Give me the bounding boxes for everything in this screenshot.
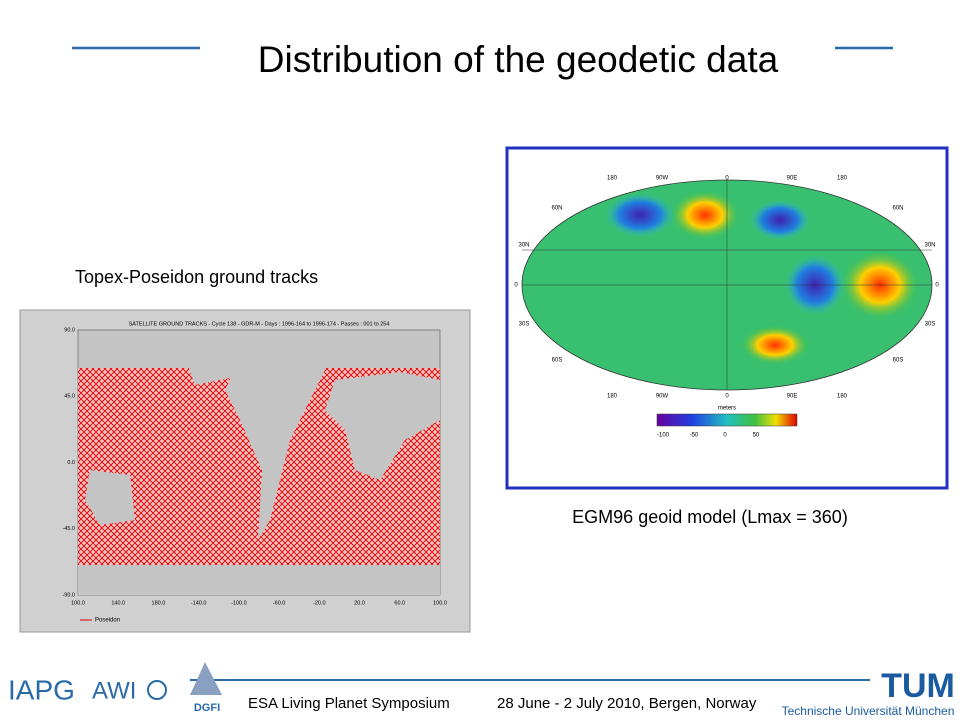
axis-label: 100.0 xyxy=(433,600,447,606)
axis-label: -60.0 xyxy=(273,600,286,606)
colorbar-label: 0 xyxy=(723,433,727,439)
caption: Topex-Poseidon ground tracks xyxy=(75,267,318,287)
logo: IAPG xyxy=(8,674,75,705)
footer-event: ESA Living Planet Symposium xyxy=(248,695,450,712)
colorbar-label: -50 xyxy=(690,433,699,439)
map-label: 60N xyxy=(892,206,903,212)
map-label: 90E xyxy=(787,394,798,400)
map-label: 30S xyxy=(519,322,530,328)
map-label: 0 xyxy=(514,283,518,289)
axis-label: 45.0 xyxy=(64,394,75,400)
axis-label: -90.0 xyxy=(62,592,75,598)
colorbar-title: meters xyxy=(718,406,736,412)
map-label: 0 xyxy=(935,283,939,289)
logo: AWI xyxy=(92,677,136,704)
axis-label: 60.0 xyxy=(394,600,405,606)
axis-label: 20.0 xyxy=(354,600,365,606)
map-label: 0 xyxy=(725,394,729,400)
university-name: Technische Universität München xyxy=(782,704,955,718)
geoid-low xyxy=(750,200,810,240)
map-label: 0 xyxy=(725,176,729,182)
continent xyxy=(180,345,245,385)
map-label: 30N xyxy=(924,243,935,249)
continent xyxy=(325,372,440,480)
continent xyxy=(85,470,135,525)
legend-label: Poseidon xyxy=(95,618,120,624)
logo: TUM xyxy=(881,667,955,705)
logo-mark xyxy=(147,680,167,700)
geoid-high xyxy=(670,190,740,240)
map-label: 30N xyxy=(518,243,529,249)
map-label: 180 xyxy=(837,394,848,400)
map-label: 180 xyxy=(607,394,618,400)
map-label: 180 xyxy=(607,176,618,182)
map-label: 60N xyxy=(551,206,562,212)
colorbar-label: -100 xyxy=(657,433,670,439)
map-label: 180 xyxy=(837,176,848,182)
tracks-figure xyxy=(19,309,471,633)
geoid-low xyxy=(605,193,675,237)
map-label: 90E xyxy=(787,176,798,182)
map-label: 30S xyxy=(925,322,936,328)
axis-label: -100.0 xyxy=(231,600,247,606)
map-label: 90W xyxy=(656,394,669,400)
axis-label: -45.0 xyxy=(62,526,75,532)
colorbar-label: 50 xyxy=(753,433,760,439)
axis-label: 140.0 xyxy=(111,600,125,606)
map-label: 60S xyxy=(893,358,904,364)
axis-label: 180.0 xyxy=(152,600,166,606)
caption: EGM96 geoid model (Lmax = 360) xyxy=(572,507,848,527)
geoid-figure: meters xyxy=(505,146,949,490)
map-label: 90W xyxy=(656,176,669,182)
axis-label: 100.0 xyxy=(71,600,85,606)
antarctica xyxy=(78,565,440,595)
geoid-high xyxy=(740,325,810,365)
logo-mark xyxy=(190,662,222,695)
figure-title: SATELLITE GROUND TRACKS - Cycle 138 - GD… xyxy=(129,321,390,327)
footer-dates: 28 June - 2 July 2010, Bergen, Norway xyxy=(497,695,757,712)
logo: DGFI xyxy=(194,702,220,714)
colorbar xyxy=(656,413,798,427)
continent xyxy=(225,340,330,540)
axis-label: -140.0 xyxy=(191,600,207,606)
axis-label: -20.0 xyxy=(313,600,326,606)
map-label: 60S xyxy=(552,358,563,364)
axis-label: 0.0 xyxy=(67,460,75,466)
slide-title: Distribution of the geodetic data xyxy=(258,39,779,80)
axis-label: 90.0 xyxy=(64,327,75,333)
